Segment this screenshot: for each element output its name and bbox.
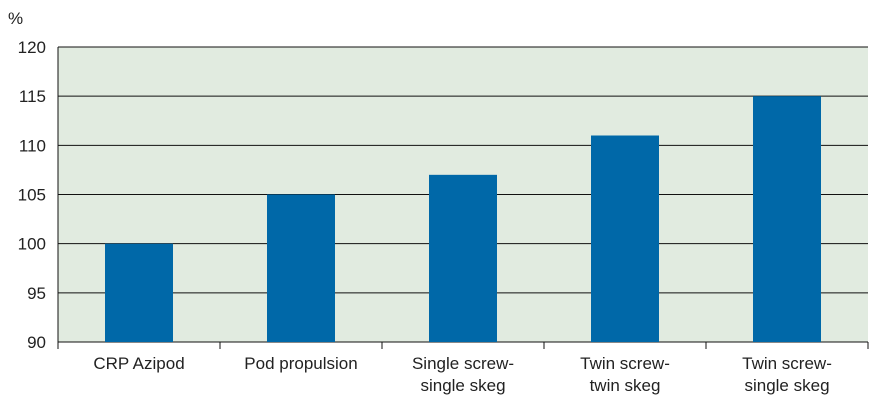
y-tick-label: 100	[18, 235, 46, 254]
y-tick-label: 110	[19, 136, 46, 155]
bars	[105, 96, 821, 343]
y-tick-label: 95	[27, 284, 46, 303]
bar	[429, 174, 497, 342]
x-axis-labels: CRP Azipod Pod propulsion Single screw-sin…	[93, 354, 832, 395]
bar	[591, 135, 659, 342]
x-category-label-line: single skeg	[420, 376, 505, 395]
bar	[105, 243, 173, 342]
x-category-label: Pod propulsion	[244, 354, 357, 373]
y-axis-unit-label: %	[8, 9, 23, 28]
x-category-label-line: Single screw-	[412, 354, 514, 373]
x-category-label: Twin screw-twin skeg	[580, 354, 670, 395]
x-category-label-line: single skeg	[744, 376, 829, 395]
x-category-label: Single screw-single skeg	[412, 354, 514, 395]
y-tick-label: 120	[18, 38, 46, 57]
x-category-label: Twin screw-single skeg	[742, 354, 832, 395]
bar	[267, 194, 335, 342]
x-category-label-line: twin skeg	[590, 376, 661, 395]
bar	[753, 96, 821, 343]
x-category-label-line: Pod propulsion	[244, 354, 357, 373]
x-category-label: CRP Azipod	[93, 354, 184, 373]
x-category-label-line: Twin screw-	[742, 354, 832, 373]
x-category-label-line: Twin screw-	[580, 354, 670, 373]
y-tick-label: 115	[19, 87, 46, 106]
y-tick-label: 105	[18, 186, 46, 205]
y-axis-ticks: 90 95 100 105 110 115 120	[18, 38, 46, 352]
y-tick-label: 90	[27, 333, 46, 352]
x-category-label-line: CRP Azipod	[93, 354, 184, 373]
